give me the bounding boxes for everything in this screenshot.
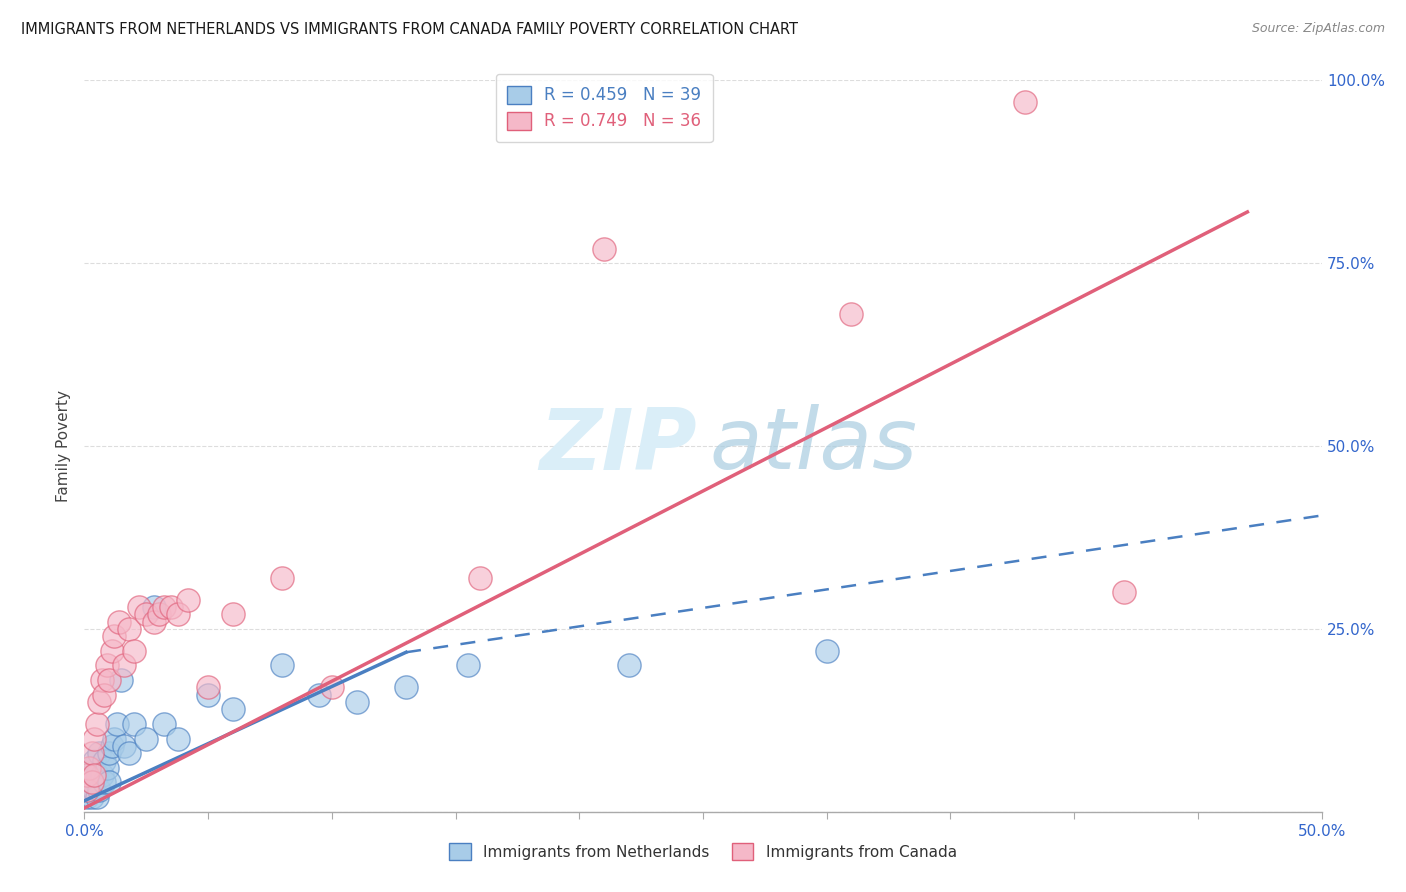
- Point: [457, 658, 479, 673]
- Point: [86, 790, 108, 805]
- Point: [222, 702, 245, 716]
- Point: [103, 629, 125, 643]
- Point: [105, 717, 128, 731]
- Point: [83, 782, 105, 797]
- Point: [96, 761, 118, 775]
- Point: [110, 673, 132, 687]
- Point: [98, 775, 121, 789]
- Point: [86, 768, 108, 782]
- Point: [197, 681, 219, 695]
- Point: [90, 768, 112, 782]
- Point: [96, 658, 118, 673]
- Point: [593, 242, 616, 256]
- Point: [118, 622, 141, 636]
- Point: [122, 644, 145, 658]
- Point: [617, 658, 640, 673]
- Point: [76, 782, 98, 797]
- Point: [80, 775, 103, 789]
- Point: [841, 307, 863, 321]
- Point: [148, 607, 170, 622]
- Point: [103, 731, 125, 746]
- Point: [100, 739, 122, 753]
- Point: [470, 571, 492, 585]
- Point: [83, 768, 105, 782]
- Text: IMMIGRANTS FROM NETHERLANDS VS IMMIGRANTS FROM CANADA FAMILY POVERTY CORRELATION: IMMIGRANTS FROM NETHERLANDS VS IMMIGRANT…: [21, 22, 799, 37]
- Point: [160, 599, 183, 614]
- Point: [89, 746, 111, 760]
- Point: [271, 571, 294, 585]
- Point: [395, 681, 418, 695]
- Text: Source: ZipAtlas.com: Source: ZipAtlas.com: [1251, 22, 1385, 36]
- Point: [100, 644, 122, 658]
- Point: [83, 731, 105, 746]
- Point: [167, 731, 190, 746]
- Point: [197, 688, 219, 702]
- Point: [142, 615, 165, 629]
- Point: [86, 717, 108, 731]
- Point: [80, 761, 103, 775]
- Point: [308, 688, 330, 702]
- Point: [80, 746, 103, 760]
- Point: [79, 768, 101, 782]
- Point: [346, 695, 368, 709]
- Point: [76, 768, 98, 782]
- Point: [76, 790, 98, 805]
- Point: [112, 658, 135, 673]
- Point: [98, 746, 121, 760]
- Point: [98, 673, 121, 687]
- Text: ZIP: ZIP: [538, 404, 697, 488]
- Point: [135, 731, 157, 746]
- Point: [80, 790, 103, 805]
- Point: [79, 761, 101, 775]
- Point: [93, 775, 115, 789]
- Point: [128, 599, 150, 614]
- Point: [152, 599, 174, 614]
- Point: [1014, 95, 1036, 110]
- Point: [108, 615, 131, 629]
- Point: [80, 775, 103, 789]
- Point: [90, 673, 112, 687]
- Point: [142, 599, 165, 614]
- Point: [122, 717, 145, 731]
- Y-axis label: Family Poverty: Family Poverty: [56, 390, 72, 502]
- Text: atlas: atlas: [709, 404, 917, 488]
- Point: [815, 644, 838, 658]
- Point: [118, 746, 141, 760]
- Point: [167, 607, 190, 622]
- Point: [1112, 585, 1135, 599]
- Point: [271, 658, 294, 673]
- Point: [321, 681, 343, 695]
- Point: [93, 754, 115, 768]
- Point: [222, 607, 245, 622]
- Point: [83, 754, 105, 768]
- Legend: Immigrants from Netherlands, Immigrants from Canada: Immigrants from Netherlands, Immigrants …: [443, 838, 963, 866]
- Point: [135, 607, 157, 622]
- Point: [177, 592, 200, 607]
- Point: [89, 695, 111, 709]
- Point: [152, 717, 174, 731]
- Point: [79, 782, 101, 797]
- Point: [112, 739, 135, 753]
- Point: [76, 775, 98, 789]
- Point: [93, 688, 115, 702]
- Point: [89, 782, 111, 797]
